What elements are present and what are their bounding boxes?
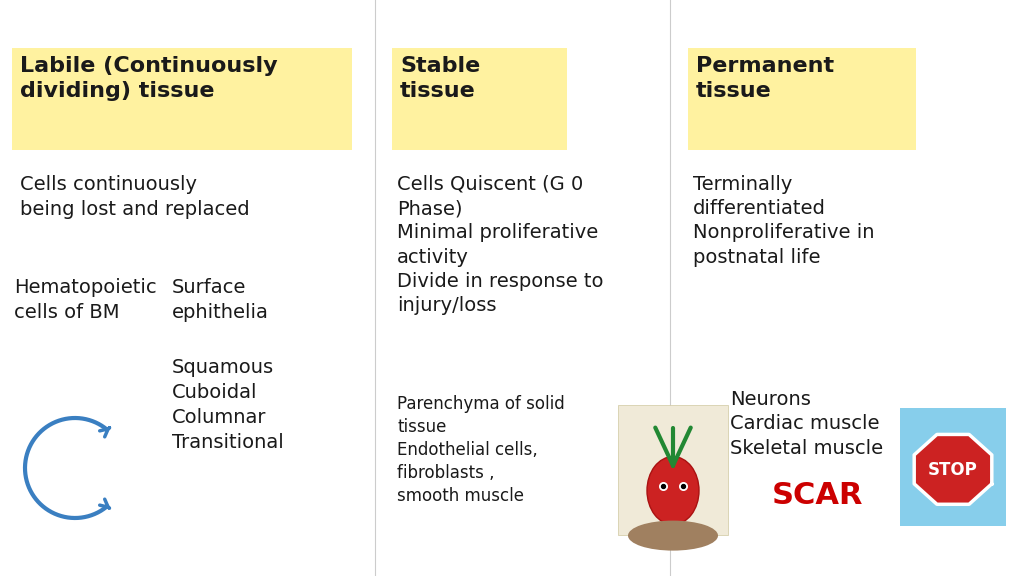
FancyBboxPatch shape	[688, 48, 916, 150]
FancyBboxPatch shape	[900, 408, 1006, 526]
Text: Labile (Continuously
dividing) tissue: Labile (Continuously dividing) tissue	[20, 56, 278, 101]
Text: Hematopoietic
cells of BM: Hematopoietic cells of BM	[14, 278, 157, 322]
Point	[675, 481, 691, 490]
Ellipse shape	[628, 521, 718, 551]
Text: Terminally
differentiated
Nonproliferative in
postnatal life: Terminally differentiated Nonproliferati…	[693, 175, 874, 267]
Point	[675, 481, 691, 490]
Text: Neurons
Cardiac muscle
Skeletal muscle: Neurons Cardiac muscle Skeletal muscle	[730, 390, 883, 457]
FancyBboxPatch shape	[618, 405, 728, 535]
Text: Parenchyma of solid
tissue
Endothelial cells,
fibroblasts ,
smooth muscle: Parenchyma of solid tissue Endothelial c…	[397, 395, 565, 505]
Text: SCAR: SCAR	[772, 481, 864, 510]
Text: Surface
ephithelia: Surface ephithelia	[172, 278, 269, 322]
Text: Squamous
Cuboidal
Columnar
Transitional: Squamous Cuboidal Columnar Transitional	[172, 358, 284, 452]
Text: Cells Quiscent (G 0
Phase)
Minimal proliferative
activity
Divide in response to
: Cells Quiscent (G 0 Phase) Minimal proli…	[397, 175, 603, 315]
Text: STOP: STOP	[928, 461, 978, 479]
Point	[654, 481, 671, 490]
Text: Stable
tissue: Stable tissue	[400, 56, 480, 101]
Ellipse shape	[647, 457, 699, 525]
Text: Cells continuously
being lost and replaced: Cells continuously being lost and replac…	[20, 175, 250, 219]
FancyBboxPatch shape	[12, 48, 352, 150]
Point	[654, 481, 671, 490]
Polygon shape	[914, 434, 992, 504]
Text: Permanent
tissue: Permanent tissue	[696, 56, 835, 101]
FancyBboxPatch shape	[392, 48, 567, 150]
